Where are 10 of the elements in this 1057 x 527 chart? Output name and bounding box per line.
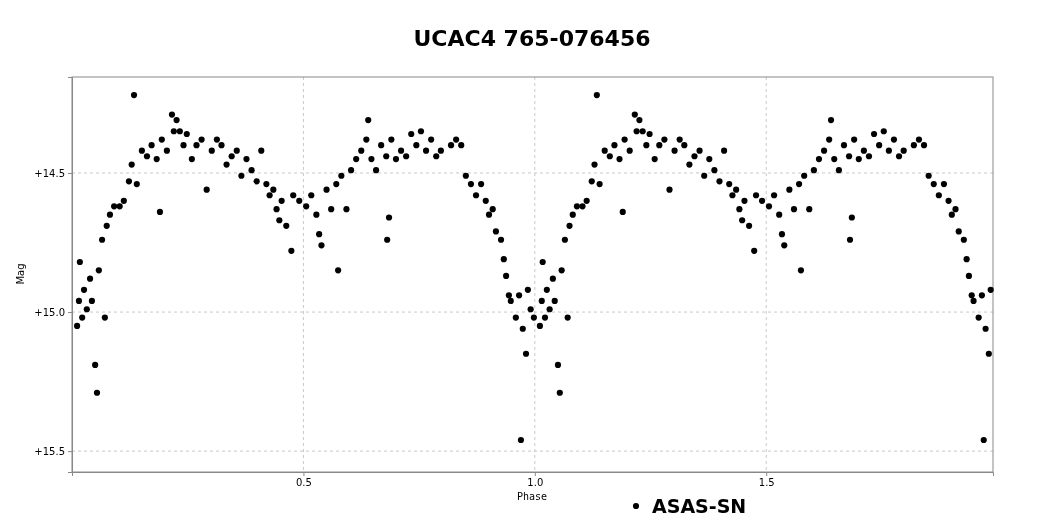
legend-label: ASAS-SN — [652, 495, 747, 517]
y-tick-label: +14.5 — [34, 167, 65, 179]
x-tick-label: 1.5 — [758, 477, 775, 489]
x-axis-title: Phase — [516, 491, 548, 502]
x-tick-label: 1.0 — [527, 477, 544, 489]
chart-title: UCAC4 765-076456 — [413, 26, 651, 51]
y-tick-label: +15.0 — [34, 306, 65, 318]
x-tick-label: 0.5 — [295, 477, 312, 489]
y-axis-title: Mag — [15, 263, 26, 285]
y-tick-label: +15.5 — [34, 445, 65, 457]
